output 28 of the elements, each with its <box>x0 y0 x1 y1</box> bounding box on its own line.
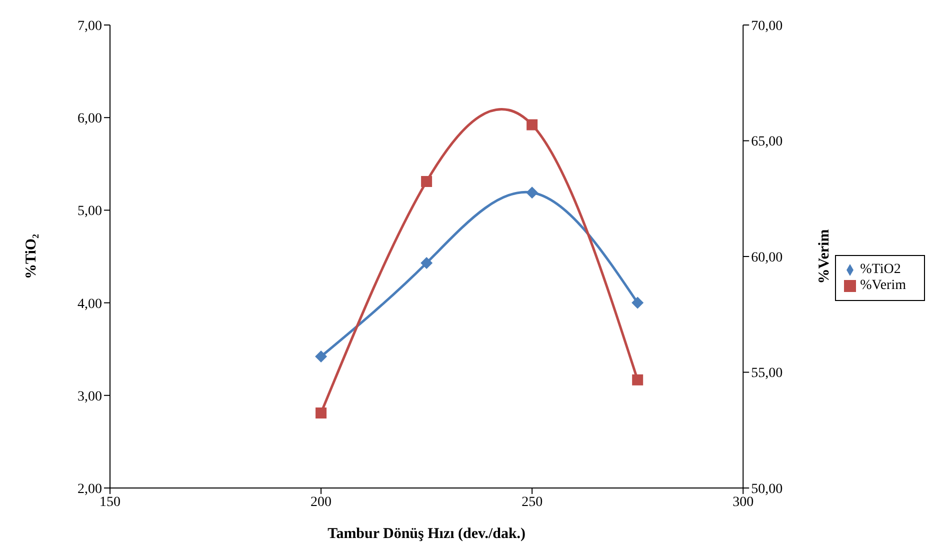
y2-axis-title: %Verim <box>816 228 832 284</box>
point <box>315 350 328 363</box>
point <box>316 407 327 418</box>
x-tick-label: 200 <box>310 494 332 510</box>
y-tick-label: 5,00 <box>78 204 102 220</box>
point <box>420 256 433 269</box>
legend-label: %Verim <box>860 278 906 293</box>
y2-tick-label: 70,00 <box>751 18 783 34</box>
y2-tick-label: 50,00 <box>751 482 783 497</box>
x-tick-label: 250 <box>522 494 543 510</box>
y2-tick-label: 65,00 <box>751 134 783 150</box>
y-tick-label: 3,00 <box>78 389 102 404</box>
y-tick-label: 4,00 <box>78 296 102 312</box>
y-axis-title: %TiO₂ <box>23 233 40 280</box>
point <box>632 296 644 309</box>
x-axis-title: Tambur Dönüş Hızı (dev./dak.) <box>328 526 526 542</box>
legend-label: %TiO2 <box>860 262 901 277</box>
point <box>526 186 538 199</box>
y2-tick-label: 60,00 <box>751 250 783 266</box>
y2-tick-label: 55,00 <box>751 366 783 382</box>
point <box>526 119 538 130</box>
point <box>632 374 644 386</box>
y-tick-label: 7,00 <box>78 18 102 34</box>
y-tick-label: 6,00 <box>78 112 102 127</box>
point <box>421 176 432 187</box>
x-tick-label: 150 <box>100 494 120 510</box>
x-tick-label: 300 <box>732 494 754 510</box>
y-tick-label: 2,00 <box>78 482 102 497</box>
